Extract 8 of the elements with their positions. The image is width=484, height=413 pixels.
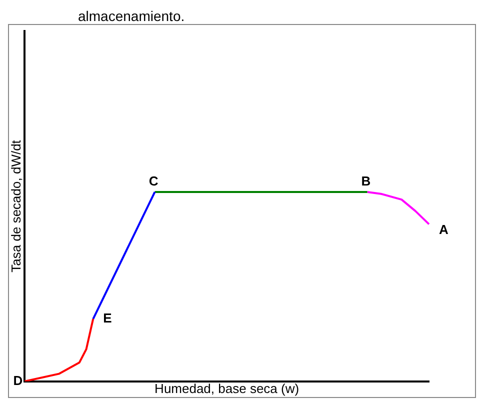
y-axis-title: Tasa de secado, dW/dt bbox=[8, 140, 24, 272]
text: C bbox=[148, 174, 159, 189]
text: almacenamiento. bbox=[77, 8, 186, 24]
annotation: E bbox=[103, 310, 112, 326]
x-axis-title: Humedad, base seca (w) bbox=[154, 380, 300, 396]
text: D bbox=[13, 372, 23, 388]
text: B bbox=[361, 174, 371, 189]
text: A bbox=[439, 222, 449, 237]
